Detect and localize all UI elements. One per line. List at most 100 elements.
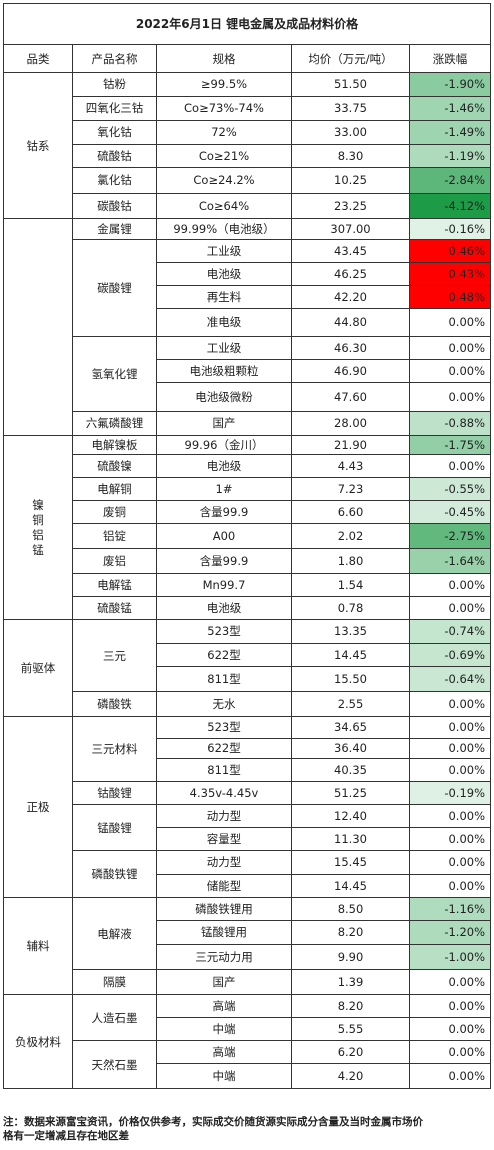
table-row: 钴酸锂 4.35v-4.45v 51.25 -0.19% bbox=[4, 781, 492, 805]
spec-cell: 523型 bbox=[156, 716, 292, 739]
price-cell: 36.40 bbox=[291, 738, 410, 759]
price-cell: 46.90 bbox=[291, 359, 410, 383]
spec-cell: 动力型 bbox=[156, 804, 292, 828]
table-row: 碳酸锂 工业级 43.45 0.46% bbox=[4, 239, 492, 337]
change-cell: 0.46% bbox=[408, 239, 492, 263]
price-cell: 33.00 bbox=[291, 120, 410, 145]
price-cell: 46.25 bbox=[291, 262, 410, 286]
spec-cell: 储能型 bbox=[156, 874, 292, 898]
product-name: 电解镍板 bbox=[72, 435, 157, 455]
spec-cell: 无水 bbox=[156, 691, 292, 717]
price-cell: 46.30 bbox=[291, 336, 410, 360]
footnote: 注：数据来源富宝资讯，价格仅供参考，实际成交价随货源实际成分含量及当时金属市场价… bbox=[3, 1116, 423, 1142]
spec-cell: 国产 bbox=[156, 969, 292, 995]
product-cell: 氢氧化锂 bbox=[72, 336, 157, 412]
change-cell: 0.00% bbox=[408, 336, 492, 360]
spec-cell: 磷酸铁锂用 bbox=[156, 897, 292, 921]
table-row: 钴系 钴粉 ≥99.5% 51.50 -1.90% bbox=[3, 72, 492, 219]
change-cell: -1.90% bbox=[408, 72, 492, 97]
product-cell: 三元材料 bbox=[72, 716, 157, 782]
product-cell: 磷酸铁锂 bbox=[72, 850, 157, 898]
change-cell: -1.00% bbox=[408, 944, 492, 970]
header-spec: 规格 bbox=[156, 44, 292, 73]
table-row: 硫酸镍 电池级 4.43 0.00% bbox=[4, 454, 492, 478]
price-cell: 44.80 bbox=[291, 308, 410, 337]
change-cell: 0.00% bbox=[408, 758, 492, 782]
change-cell: 0.00% bbox=[408, 850, 492, 875]
price-cell: 8.50 bbox=[291, 897, 410, 921]
spec-cell: 电池级 bbox=[156, 596, 292, 620]
table-row: 天然石墨 高端 6.20 0.00% bbox=[4, 1040, 492, 1089]
price-cell: 1.54 bbox=[291, 573, 410, 597]
price-cell: 8.20 bbox=[291, 920, 410, 945]
price-cell: 14.45 bbox=[291, 643, 410, 667]
price-cell: 307.00 bbox=[291, 218, 410, 240]
change-cell: -0.45% bbox=[408, 500, 492, 524]
price-cell: 6.60 bbox=[291, 500, 410, 524]
spec-cell: 含量99.9 bbox=[156, 500, 292, 524]
product-cell: 天然石墨 bbox=[72, 1040, 157, 1089]
table-row: 废铝 含量99.9 1.80 -1.64% bbox=[4, 548, 492, 574]
table-row: 811型 15.50 -0.64% bbox=[4, 666, 492, 692]
change-cell: 0.00% bbox=[408, 969, 492, 995]
price-cell: 4.20 bbox=[291, 1063, 410, 1089]
spec-cell: 电池级 bbox=[156, 262, 292, 286]
spec-cell: 72% bbox=[156, 120, 292, 145]
table-row: 中端 4.20 0.00% bbox=[4, 1063, 492, 1089]
price-cell: 12.40 bbox=[291, 804, 410, 828]
price-cell: 8.30 bbox=[291, 144, 410, 168]
spec-cell: 高端 bbox=[156, 1040, 292, 1064]
product-name: 钴酸锂 bbox=[72, 781, 157, 805]
spec-cell: 811型 bbox=[156, 666, 292, 692]
spec-cell: 中端 bbox=[156, 1017, 292, 1041]
change-cell: 0.00% bbox=[408, 382, 492, 412]
change-cell: 0.00% bbox=[408, 454, 492, 478]
header-product: 产品名称 bbox=[72, 44, 157, 73]
product-name: 磷酸铁 bbox=[72, 691, 157, 717]
spec-cell: 99.99%（电池级） bbox=[156, 218, 292, 240]
product-name: 电解锰 bbox=[72, 573, 157, 597]
spec-cell: 4.35v-4.45v bbox=[156, 781, 292, 805]
spec-cell: ≥99.5% bbox=[156, 72, 292, 97]
spec-cell: 三元动力用 bbox=[156, 944, 292, 970]
change-cell: 0.00% bbox=[408, 359, 492, 383]
title-row: 2022年6月1日 锂电金属及成品材料价格 bbox=[2, 3, 492, 45]
change-cell: 0.00% bbox=[408, 827, 492, 851]
table-row: 氯化钴 Co≥24.2% 10.25 -2.84% bbox=[4, 167, 492, 194]
spec-cell: 电池级 bbox=[156, 454, 292, 478]
change-cell: -0.64% bbox=[408, 666, 492, 692]
price-cell: 2.55 bbox=[291, 691, 410, 717]
product-cell: 三元 bbox=[72, 619, 157, 692]
price-table: 2022年6月1日 锂电金属及成品材料价格 品类 产品名称 规格 均价（万元/吨… bbox=[2, 3, 492, 1089]
change-cell: -1.75% bbox=[408, 435, 492, 455]
change-cell: -1.49% bbox=[408, 120, 492, 145]
table-row: 电解铜 1# 7.23 -0.55% bbox=[4, 477, 492, 501]
spec-cell: 622型 bbox=[156, 738, 292, 759]
change-cell: 0.00% bbox=[408, 1017, 492, 1041]
change-cell: -2.84% bbox=[408, 167, 492, 194]
product-name: 隔膜 bbox=[72, 969, 157, 995]
table-row: 电池级粗颗粒 46.90 0.00% bbox=[4, 359, 492, 383]
price-cell: 43.45 bbox=[291, 239, 410, 263]
price-cell: 9.90 bbox=[291, 944, 410, 970]
spec-cell: 电池级粗颗粒 bbox=[156, 359, 292, 383]
price-cell: 21.90 bbox=[291, 435, 410, 455]
change-cell: -0.69% bbox=[408, 643, 492, 667]
table-row: 磷酸铁锂 动力型 15.45 0.00% bbox=[4, 850, 492, 898]
table-row: 硫酸钴 Co≥21% 8.30 -1.19% bbox=[4, 144, 492, 168]
table-row: 锰酸锂用 8.20 -1.20% bbox=[4, 920, 492, 945]
table-row: 废铜 含量99.9 6.60 -0.45% bbox=[4, 500, 492, 524]
spec-cell: Co≥21% bbox=[156, 144, 292, 168]
product-cell: 电解液 bbox=[72, 897, 157, 970]
product-name: 钴粉 bbox=[72, 72, 157, 97]
price-cell: 7.23 bbox=[291, 477, 410, 501]
table-row: 隔膜 国产 1.39 0.00% bbox=[4, 969, 492, 995]
change-cell: 0.00% bbox=[408, 994, 492, 1018]
change-cell: -1.64% bbox=[408, 548, 492, 574]
spec-cell: 1# bbox=[156, 477, 292, 501]
change-cell: -0.19% bbox=[408, 781, 492, 805]
product-name: 氧化钴 bbox=[72, 120, 157, 145]
price-cell: 13.35 bbox=[291, 619, 410, 644]
spec-cell: 622型 bbox=[156, 643, 292, 667]
change-cell: -0.74% bbox=[408, 619, 492, 644]
